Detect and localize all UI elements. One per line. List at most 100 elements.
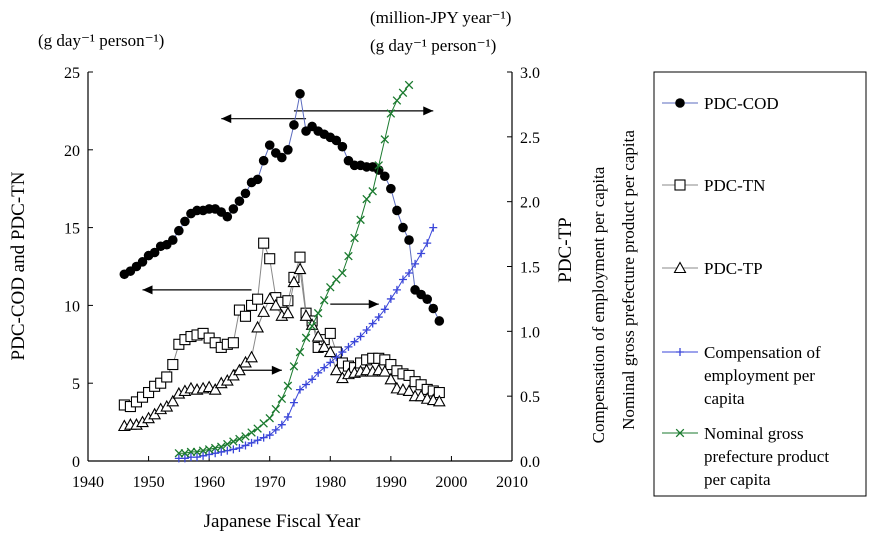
right-unit-label-1: (million-JPY year⁻¹): [370, 8, 511, 27]
x-tick-label: 1940: [72, 474, 104, 491]
data-point: [143, 386, 155, 399]
data-point: [386, 183, 396, 194]
data-point: [296, 385, 304, 394]
right-y-axis-title-compensation: Compensation of employment per capita: [589, 166, 608, 443]
left-unit-label: (g day⁻¹ person⁻¹): [38, 31, 164, 50]
series-3: [174, 223, 438, 463]
data-point: [378, 364, 392, 377]
data-point: [149, 247, 160, 258]
right-y-tick-label: 2.0: [520, 195, 540, 212]
legend-label: per capita: [704, 470, 771, 489]
legend-marker: [675, 98, 685, 108]
data-point: [264, 253, 276, 265]
data-point: [282, 295, 294, 307]
legend-marker: [676, 348, 684, 356]
data-point: [428, 303, 439, 314]
data-point: [277, 394, 287, 404]
legend-entry: Compensation of employment per capita: [662, 343, 821, 408]
data-point: [311, 329, 325, 342]
data-point: [252, 293, 264, 305]
data-point: [271, 425, 280, 434]
x-tick-label: 1980: [314, 474, 346, 491]
data-point: [283, 381, 293, 391]
data-point: [324, 327, 336, 339]
data-point: [174, 448, 184, 458]
data-point: [247, 438, 256, 447]
series-line: [178, 84, 410, 454]
right-y-tick-label: 0.0: [520, 454, 540, 471]
data-point: [293, 262, 307, 275]
data-point: [295, 88, 305, 99]
data-point: [251, 320, 265, 333]
legend-label: PDC-TN: [704, 176, 765, 195]
data-point: [277, 420, 286, 429]
legend-label: PDC-TP: [704, 259, 763, 278]
data-point: [257, 305, 271, 317]
data-point: [404, 235, 414, 245]
x-tick-label: 2010: [496, 474, 528, 491]
left-y-tick-label: 0: [72, 454, 80, 471]
data-point: [264, 140, 275, 150]
data-point: [403, 369, 415, 381]
right-unit-label-2: (g day⁻¹ person⁻¹): [370, 36, 496, 55]
data-point: [294, 251, 306, 263]
series-layer: [117, 80, 446, 463]
data-point: [380, 305, 389, 314]
data-point: [323, 345, 337, 358]
legend-label: Nominal gross: [704, 424, 804, 443]
legend-entries: PDC-COD PDC-TN PDC-TP Compensation of employ…: [662, 94, 829, 489]
data-point: [374, 313, 383, 322]
left-y-tick-label: 25: [64, 65, 80, 82]
data-point: [186, 447, 196, 457]
data-point: [241, 441, 250, 450]
right-y-tick-label: 1.0: [520, 324, 540, 341]
data-point: [332, 353, 341, 362]
data-point: [283, 145, 293, 155]
arrows-layer: [142, 106, 434, 375]
data-point: [258, 155, 269, 166]
legend-marker: [673, 261, 687, 274]
legend-label: prefecture product: [704, 447, 829, 466]
arrow-head: [271, 365, 282, 375]
data-point: [434, 316, 445, 326]
data-point: [301, 333, 311, 343]
data-point: [229, 437, 238, 446]
data-point: [423, 239, 432, 248]
data-point: [263, 292, 277, 304]
data-point: [417, 249, 426, 258]
legend-label: employment per: [704, 366, 815, 385]
data-point: [281, 306, 295, 319]
data-point: [227, 337, 239, 349]
data-point: [432, 394, 446, 407]
data-point: [326, 358, 335, 367]
data-point: [240, 188, 251, 199]
data-point: [137, 257, 148, 267]
data-point: [234, 196, 245, 206]
series-line: [124, 93, 440, 322]
series-4: [174, 80, 414, 458]
left-y-tick-label: 15: [64, 221, 80, 238]
data-point: [245, 299, 258, 311]
data-point: [374, 161, 384, 170]
legend: PDC-COD PDC-TN PDC-TP Compensation of employ…: [653, 71, 867, 497]
data-point: [216, 442, 226, 451]
data-point: [362, 326, 371, 335]
data-point: [223, 439, 232, 449]
x-axis-title: Japanese Fiscal Year: [204, 511, 361, 532]
legend-entry: Nominal gross prefecture product per capit…: [662, 424, 829, 489]
data-point: [245, 350, 258, 363]
data-point: [259, 433, 268, 442]
data-point: [329, 363, 343, 376]
legend-label: capita: [704, 389, 745, 408]
data-point: [180, 454, 189, 463]
data-point: [253, 436, 262, 445]
data-point: [241, 432, 250, 441]
arrow-head: [221, 114, 232, 124]
data-point: [344, 251, 353, 261]
data-point: [247, 428, 256, 437]
right-y-tick-label: 0.5: [520, 389, 540, 406]
data-point: [402, 384, 416, 397]
data-point: [398, 222, 408, 233]
data-point: [356, 332, 365, 341]
right-y-tick-label: 1.5: [520, 260, 540, 277]
